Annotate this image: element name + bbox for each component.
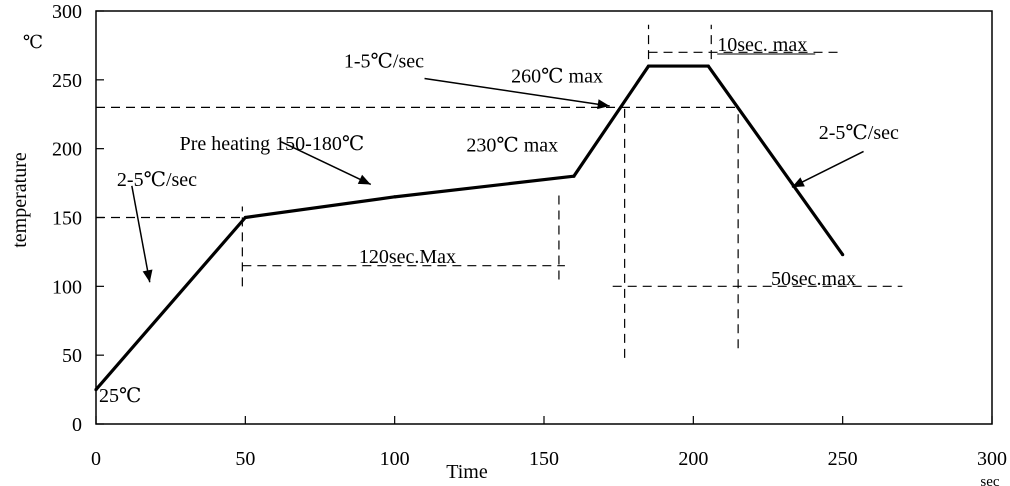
- x-tick-label: 0: [91, 448, 101, 470]
- annotation-ramp3: 2-5℃/sec: [819, 122, 899, 144]
- profile-point: [572, 174, 576, 178]
- annotation-t230: 230℃ max: [466, 135, 558, 157]
- y-tick-label: 50: [62, 345, 82, 367]
- x-tick-label: 100: [380, 448, 410, 470]
- y-tick-label: 0: [72, 414, 82, 436]
- profile-point: [393, 195, 397, 199]
- y-axis-label: temperature: [9, 152, 31, 248]
- arrow-head: [357, 174, 371, 185]
- labels-group: Time sec temperature ℃ 25℃ 2-5℃/sec Pre he…: [9, 32, 1000, 486]
- y-axis-unit: ℃: [23, 32, 43, 52]
- y-tick-label: 150: [52, 208, 82, 230]
- annotation-peak: 260℃ max: [511, 66, 603, 88]
- x-tick-label: 200: [678, 448, 708, 470]
- x-tick-label: 300: [977, 448, 1007, 470]
- annotation-preheat: Pre heating 150-180℃: [180, 133, 365, 155]
- annotation-dur120: 120sec.Max: [359, 246, 456, 268]
- profile-point: [706, 64, 710, 68]
- arrow-head: [791, 177, 805, 188]
- profile-point: [646, 64, 651, 68]
- y-tick-label: 300: [52, 1, 82, 23]
- annotation-ramp2: 1-5℃/sec: [344, 51, 424, 73]
- y-tick-label: 100: [52, 276, 82, 298]
- annotation-start: 25℃: [99, 385, 141, 407]
- arrow-shaft: [280, 141, 372, 186]
- profile-point: [94, 387, 98, 392]
- arrow-shaft: [791, 150, 864, 188]
- profile-point: [243, 215, 247, 220]
- profile-point: [841, 253, 845, 257]
- arrows-group: [131, 77, 864, 283]
- arrow-head: [597, 99, 610, 110]
- x-tick-label: 250: [828, 448, 858, 470]
- profile-line: [94, 64, 844, 391]
- annotation-dur10: 10sec. max: [717, 34, 807, 56]
- annotation-dur50: 50sec.max: [771, 268, 856, 290]
- x-tick-label: 50: [235, 448, 255, 470]
- x-axis-label: Time: [446, 461, 488, 483]
- arrow-shaft: [131, 185, 151, 283]
- series-group: [94, 64, 845, 392]
- annotation-ramp1: 2-5℃/sec: [117, 169, 197, 191]
- arrow-head: [142, 269, 153, 283]
- arrow-shaft: [424, 77, 610, 107]
- y-tick-label: 250: [52, 70, 82, 92]
- y-tick-label: 200: [52, 139, 82, 161]
- guide-lines-group: [96, 24, 903, 358]
- axes-group: 0 50 100 150 200 250 300 0 50 100 150 200 250 300: [52, 1, 1007, 470]
- x-axis-unit: sec: [980, 474, 999, 486]
- x-tick-label: 150: [529, 448, 559, 470]
